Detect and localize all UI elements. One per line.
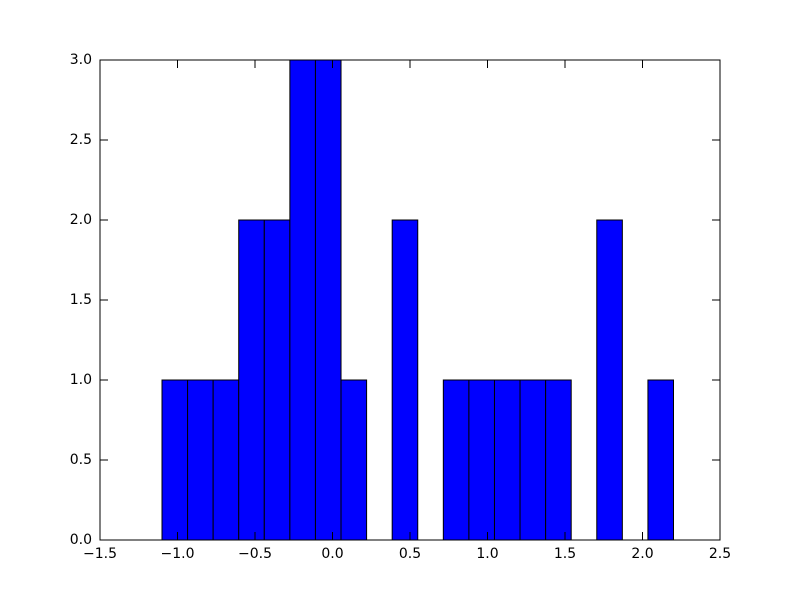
x-tick-label: 1.5 <box>554 546 576 562</box>
y-tick-label: 2.5 <box>70 132 92 148</box>
y-tick-label: 0.0 <box>70 532 92 548</box>
bar <box>238 219 265 541</box>
x-tick-label: 1.0 <box>476 546 498 562</box>
bar <box>161 379 189 541</box>
y-tick-label: 2.0 <box>70 212 92 228</box>
bar <box>289 59 316 541</box>
x-tick-label: 2.0 <box>631 546 653 562</box>
bar <box>442 379 470 541</box>
bar <box>314 59 342 541</box>
bar <box>545 379 572 541</box>
x-tick-label: 0.0 <box>321 546 343 562</box>
bar <box>493 379 521 541</box>
bar <box>263 219 291 541</box>
y-tick-label: 3.0 <box>70 52 92 68</box>
x-tick-label: −0.5 <box>238 546 272 562</box>
x-tick-label: 2.5 <box>709 546 731 562</box>
y-tick-label: 1.0 <box>70 372 92 388</box>
bar <box>212 379 240 541</box>
x-tick-label: −1.0 <box>161 546 195 562</box>
x-tick-label: 0.5 <box>399 546 421 562</box>
bar <box>647 379 674 541</box>
bar <box>391 219 419 541</box>
bar <box>519 379 547 541</box>
y-tick-label: 0.5 <box>70 452 92 468</box>
bar <box>596 219 623 541</box>
bar <box>468 379 495 541</box>
y-tick-label: 1.5 <box>70 292 92 308</box>
bar <box>340 379 368 541</box>
x-tick-label: −1.5 <box>83 546 117 562</box>
bar <box>187 379 214 541</box>
